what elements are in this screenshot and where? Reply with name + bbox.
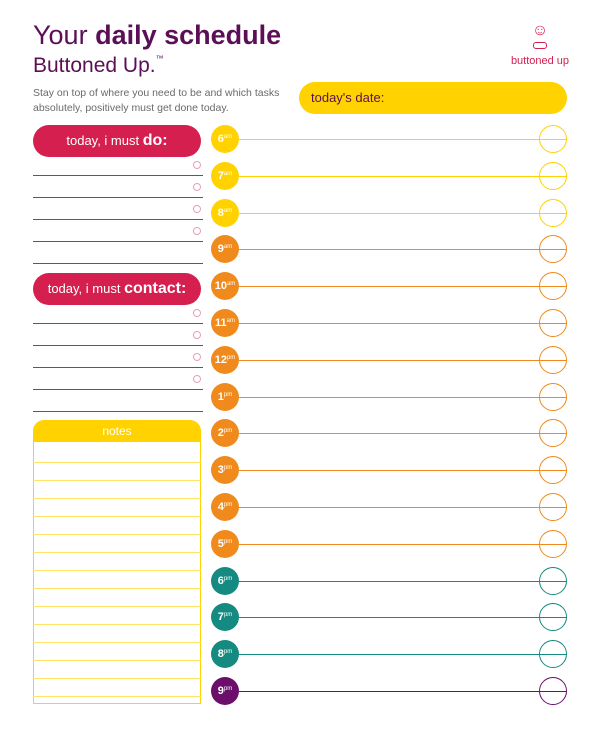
button-logo-icon: ☺: [531, 22, 549, 39]
todo-checkbox[interactable]: [193, 205, 201, 213]
hour-check-circle[interactable]: [539, 566, 567, 595]
contact-header: today, i must contact:: [33, 273, 201, 305]
contact-checkbox[interactable]: [193, 353, 201, 361]
intro-text: Stay on top of where you need to be and …: [33, 87, 280, 114]
date-label: today's date:: [311, 90, 385, 105]
hour-check-circle[interactable]: [539, 125, 567, 153]
hour-badge: 4pm: [211, 493, 239, 521]
notes-line: [33, 642, 201, 643]
todo-line[interactable]: [33, 241, 203, 242]
hour-badge: 12pm: [211, 345, 239, 374]
hour-badge: 6am: [211, 125, 239, 153]
hour-check-circle[interactable]: [539, 272, 567, 301]
hour-check-circle[interactable]: [539, 198, 567, 227]
hour-check-circle[interactable]: [539, 456, 567, 485]
hour-check-circle[interactable]: [539, 382, 567, 411]
hour-line[interactable]: [239, 175, 567, 177]
brand-subtitle: Buttoned Up.™: [33, 54, 164, 77]
notes-area[interactable]: [33, 442, 201, 704]
notes-line: [33, 462, 201, 463]
contact-checkbox[interactable]: [193, 309, 201, 317]
contact-line[interactable]: [33, 323, 203, 324]
todo-line[interactable]: [33, 263, 203, 264]
notes-line: [33, 588, 201, 589]
page-title: Your daily schedule: [33, 20, 282, 50]
todo-header: today, i must do:: [33, 125, 201, 157]
hour-line[interactable]: [239, 543, 567, 545]
todo-checkbox[interactable]: [193, 183, 201, 191]
todo-line[interactable]: [33, 219, 203, 220]
contact-line[interactable]: [33, 345, 203, 346]
notes-line: [33, 696, 201, 697]
hour-badge: 6pm: [211, 566, 239, 595]
notes-line: [33, 516, 201, 517]
hour-line[interactable]: [239, 654, 567, 656]
todo-checkbox[interactable]: [193, 227, 201, 235]
hour-line[interactable]: [239, 323, 567, 324]
hour-line[interactable]: [239, 359, 567, 361]
hour-line[interactable]: [239, 507, 567, 508]
contact-line[interactable]: [33, 367, 203, 368]
notes-line: [33, 480, 201, 481]
hour-check-circle[interactable]: [539, 603, 567, 632]
hour-check-circle[interactable]: [539, 161, 567, 190]
hour-check-circle[interactable]: [539, 419, 567, 448]
notes-line: [33, 606, 201, 607]
hour-line[interactable]: [239, 139, 567, 140]
notes-line: [33, 660, 201, 661]
hour-badge: 8am: [211, 198, 239, 227]
hour-line[interactable]: [239, 470, 567, 472]
todo-line[interactable]: [33, 197, 203, 198]
hour-check-circle[interactable]: [539, 677, 567, 705]
hour-check-circle[interactable]: [539, 345, 567, 374]
hour-badge: 7pm: [211, 603, 239, 632]
logo: ☺ buttoned up: [505, 22, 575, 67]
hour-badge: 9am: [211, 235, 239, 264]
hour-badge: 11am: [211, 309, 239, 337]
hour-line[interactable]: [239, 580, 567, 582]
todo-checkbox[interactable]: [193, 161, 201, 169]
notes-line: [33, 534, 201, 535]
contact-line[interactable]: [33, 389, 203, 390]
notes-line: [33, 678, 201, 679]
hour-badge: 5pm: [211, 529, 239, 558]
hour-badge: 7am: [211, 161, 239, 190]
hour-check-circle[interactable]: [539, 529, 567, 558]
hour-badge: 8pm: [211, 640, 239, 669]
hour-check-circle[interactable]: [539, 309, 567, 337]
hour-badge: 1pm: [211, 382, 239, 411]
notes-line: [33, 570, 201, 571]
logo-text: buttoned up: [510, 55, 570, 67]
contact-checkbox[interactable]: [193, 375, 201, 383]
date-field[interactable]: today's date:: [299, 82, 567, 114]
notes-line: [33, 624, 201, 625]
hour-line[interactable]: [239, 249, 567, 251]
contact-line[interactable]: [33, 411, 203, 412]
hour-badge: 10am: [211, 272, 239, 301]
hour-line[interactable]: [239, 433, 567, 435]
hour-check-circle[interactable]: [539, 640, 567, 669]
notes-line: [33, 552, 201, 553]
todo-line[interactable]: [33, 175, 203, 176]
hour-line[interactable]: [239, 617, 567, 619]
hour-line[interactable]: [239, 286, 567, 288]
hour-badge: 9pm: [211, 677, 239, 705]
notes-line: [33, 498, 201, 499]
hour-badge: 3pm: [211, 456, 239, 485]
hour-line[interactable]: [239, 212, 567, 214]
hour-check-circle[interactable]: [539, 235, 567, 264]
contact-checkbox[interactable]: [193, 331, 201, 339]
notes-header: notes: [33, 420, 201, 442]
hour-line[interactable]: [239, 396, 567, 398]
hour-check-circle[interactable]: [539, 493, 567, 521]
hour-line[interactable]: [239, 691, 567, 692]
hour-badge: 2pm: [211, 419, 239, 448]
